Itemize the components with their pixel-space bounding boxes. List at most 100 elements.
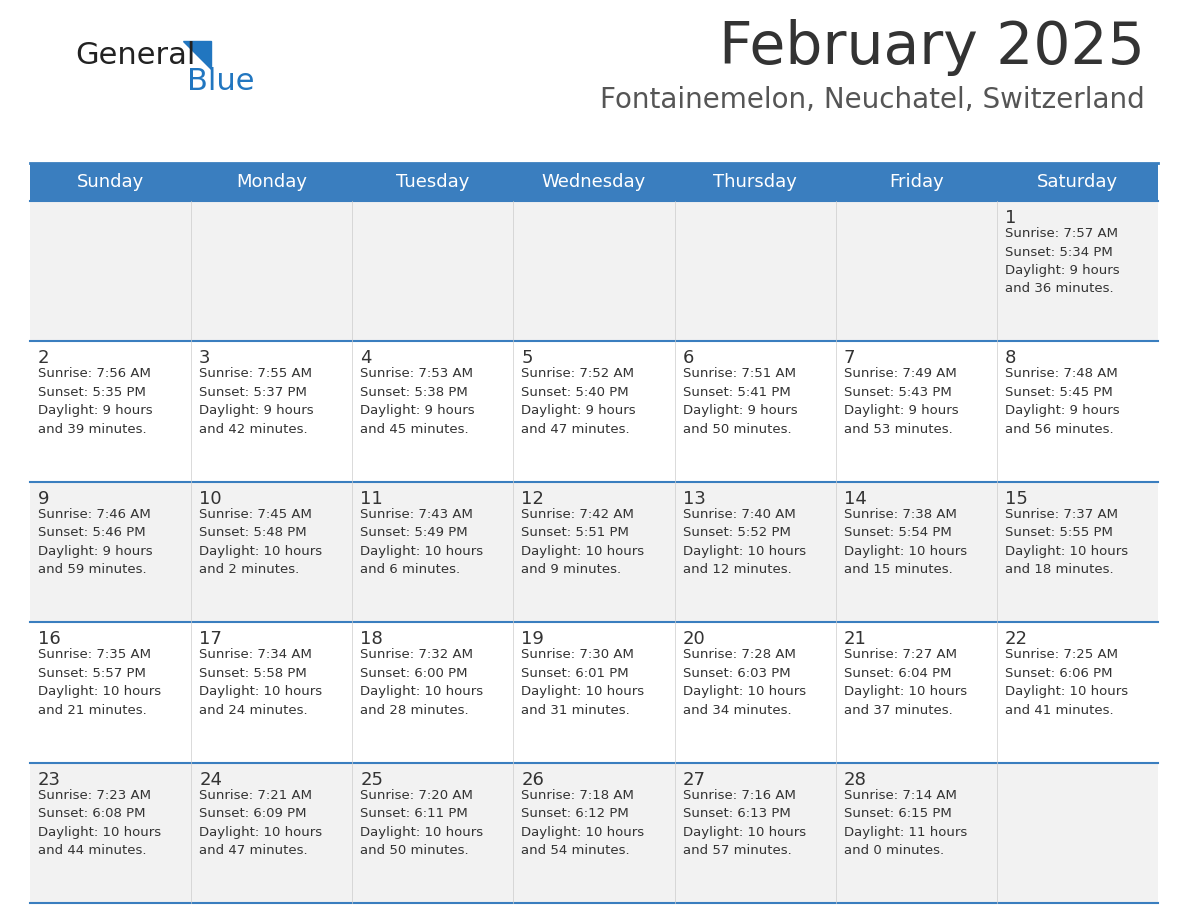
Text: 26: 26 [522,770,544,789]
Text: 8: 8 [1005,350,1016,367]
Text: Sunrise: 7:45 AM
Sunset: 5:48 PM
Daylight: 10 hours
and 2 minutes.: Sunrise: 7:45 AM Sunset: 5:48 PM Dayligh… [200,508,322,577]
Text: 23: 23 [38,770,61,789]
Text: Tuesday: Tuesday [396,173,469,191]
Text: 7: 7 [843,350,855,367]
Bar [513,163,675,201]
Text: General: General [75,40,195,70]
Text: 25: 25 [360,770,384,789]
Text: 28: 28 [843,770,866,789]
Bar [675,622,835,763]
Text: Sunrise: 7:28 AM
Sunset: 6:03 PM
Daylight: 10 hours
and 34 minutes.: Sunrise: 7:28 AM Sunset: 6:03 PM Dayligh… [683,648,805,717]
Bar [997,341,1158,482]
Bar [30,201,191,341]
Text: Sunrise: 7:52 AM
Sunset: 5:40 PM
Daylight: 9 hours
and 47 minutes.: Sunrise: 7:52 AM Sunset: 5:40 PM Dayligh… [522,367,636,436]
Bar [513,763,675,903]
Text: Sunrise: 7:56 AM
Sunset: 5:35 PM
Daylight: 9 hours
and 39 minutes.: Sunrise: 7:56 AM Sunset: 5:35 PM Dayligh… [38,367,152,436]
Text: Sunrise: 7:20 AM
Sunset: 6:11 PM
Daylight: 10 hours
and 50 minutes.: Sunrise: 7:20 AM Sunset: 6:11 PM Dayligh… [360,789,484,857]
Text: Thursday: Thursday [713,173,797,191]
Text: 6: 6 [683,350,694,367]
Text: 3: 3 [200,350,210,367]
Text: Sunrise: 7:27 AM
Sunset: 6:04 PM
Daylight: 10 hours
and 37 minutes.: Sunrise: 7:27 AM Sunset: 6:04 PM Dayligh… [843,648,967,717]
Text: Sunday: Sunday [77,173,144,191]
Bar [30,763,191,903]
Text: 17: 17 [200,630,222,648]
Text: Sunrise: 7:49 AM
Sunset: 5:43 PM
Daylight: 9 hours
and 53 minutes.: Sunrise: 7:49 AM Sunset: 5:43 PM Dayligh… [843,367,959,436]
Text: Sunrise: 7:38 AM
Sunset: 5:54 PM
Daylight: 10 hours
and 15 minutes.: Sunrise: 7:38 AM Sunset: 5:54 PM Dayligh… [843,508,967,577]
Text: Sunrise: 7:42 AM
Sunset: 5:51 PM
Daylight: 10 hours
and 9 minutes.: Sunrise: 7:42 AM Sunset: 5:51 PM Dayligh… [522,508,645,577]
Polygon shape [183,41,211,69]
Bar [191,482,353,622]
Bar [675,201,835,341]
Bar [191,201,353,341]
Bar [835,163,997,201]
Text: Saturday: Saturday [1037,173,1118,191]
Text: Sunrise: 7:35 AM
Sunset: 5:57 PM
Daylight: 10 hours
and 21 minutes.: Sunrise: 7:35 AM Sunset: 5:57 PM Dayligh… [38,648,162,717]
Bar [191,163,353,201]
Text: Sunrise: 7:37 AM
Sunset: 5:55 PM
Daylight: 10 hours
and 18 minutes.: Sunrise: 7:37 AM Sunset: 5:55 PM Dayligh… [1005,508,1127,577]
Text: Wednesday: Wednesday [542,173,646,191]
Text: Sunrise: 7:16 AM
Sunset: 6:13 PM
Daylight: 10 hours
and 57 minutes.: Sunrise: 7:16 AM Sunset: 6:13 PM Dayligh… [683,789,805,857]
Text: Sunrise: 7:40 AM
Sunset: 5:52 PM
Daylight: 10 hours
and 12 minutes.: Sunrise: 7:40 AM Sunset: 5:52 PM Dayligh… [683,508,805,577]
Text: Sunrise: 7:21 AM
Sunset: 6:09 PM
Daylight: 10 hours
and 47 minutes.: Sunrise: 7:21 AM Sunset: 6:09 PM Dayligh… [200,789,322,857]
Bar [835,622,997,763]
Text: 24: 24 [200,770,222,789]
Bar [513,201,675,341]
Text: 18: 18 [360,630,383,648]
Bar [997,201,1158,341]
Text: 12: 12 [522,490,544,508]
Text: Sunrise: 7:43 AM
Sunset: 5:49 PM
Daylight: 10 hours
and 6 minutes.: Sunrise: 7:43 AM Sunset: 5:49 PM Dayligh… [360,508,484,577]
Bar [997,482,1158,622]
Bar [675,482,835,622]
Text: 5: 5 [522,350,533,367]
Bar [191,341,353,482]
Text: February 2025: February 2025 [719,19,1145,76]
Text: Monday: Monday [236,173,308,191]
Text: Sunrise: 7:57 AM
Sunset: 5:34 PM
Daylight: 9 hours
and 36 minutes.: Sunrise: 7:57 AM Sunset: 5:34 PM Dayligh… [1005,227,1119,296]
Bar [353,482,513,622]
Text: Fontainemelon, Neuchatel, Switzerland: Fontainemelon, Neuchatel, Switzerland [600,86,1145,114]
Bar [353,763,513,903]
Text: Sunrise: 7:53 AM
Sunset: 5:38 PM
Daylight: 9 hours
and 45 minutes.: Sunrise: 7:53 AM Sunset: 5:38 PM Dayligh… [360,367,475,436]
Text: Sunrise: 7:48 AM
Sunset: 5:45 PM
Daylight: 9 hours
and 56 minutes.: Sunrise: 7:48 AM Sunset: 5:45 PM Dayligh… [1005,367,1119,436]
Bar [513,482,675,622]
Text: 10: 10 [200,490,222,508]
Bar [675,163,835,201]
Bar [353,622,513,763]
Bar [191,763,353,903]
Text: Sunrise: 7:14 AM
Sunset: 6:15 PM
Daylight: 11 hours
and 0 minutes.: Sunrise: 7:14 AM Sunset: 6:15 PM Dayligh… [843,789,967,857]
Bar [30,341,191,482]
Text: 14: 14 [843,490,866,508]
Bar [30,622,191,763]
Text: 2: 2 [38,350,50,367]
Text: 13: 13 [683,490,706,508]
Text: 15: 15 [1005,490,1028,508]
Bar [835,763,997,903]
Bar [675,763,835,903]
Text: Sunrise: 7:30 AM
Sunset: 6:01 PM
Daylight: 10 hours
and 31 minutes.: Sunrise: 7:30 AM Sunset: 6:01 PM Dayligh… [522,648,645,717]
Text: 4: 4 [360,350,372,367]
Text: 11: 11 [360,490,383,508]
Text: Sunrise: 7:23 AM
Sunset: 6:08 PM
Daylight: 10 hours
and 44 minutes.: Sunrise: 7:23 AM Sunset: 6:08 PM Dayligh… [38,789,162,857]
Text: 27: 27 [683,770,706,789]
Bar [675,341,835,482]
Bar [30,163,191,201]
Text: Sunrise: 7:25 AM
Sunset: 6:06 PM
Daylight: 10 hours
and 41 minutes.: Sunrise: 7:25 AM Sunset: 6:06 PM Dayligh… [1005,648,1127,717]
Text: 19: 19 [522,630,544,648]
Bar [997,622,1158,763]
Text: Sunrise: 7:46 AM
Sunset: 5:46 PM
Daylight: 9 hours
and 59 minutes.: Sunrise: 7:46 AM Sunset: 5:46 PM Dayligh… [38,508,152,577]
Bar [513,622,675,763]
Text: 1: 1 [1005,209,1016,227]
Text: Sunrise: 7:34 AM
Sunset: 5:58 PM
Daylight: 10 hours
and 24 minutes.: Sunrise: 7:34 AM Sunset: 5:58 PM Dayligh… [200,648,322,717]
Bar [835,201,997,341]
Text: 22: 22 [1005,630,1028,648]
Bar [835,482,997,622]
Bar [353,341,513,482]
Bar [997,763,1158,903]
Bar [191,622,353,763]
Bar [30,482,191,622]
Text: 9: 9 [38,490,50,508]
Bar [513,341,675,482]
Text: Blue: Blue [187,68,254,96]
Text: Sunrise: 7:51 AM
Sunset: 5:41 PM
Daylight: 9 hours
and 50 minutes.: Sunrise: 7:51 AM Sunset: 5:41 PM Dayligh… [683,367,797,436]
Text: Sunrise: 7:18 AM
Sunset: 6:12 PM
Daylight: 10 hours
and 54 minutes.: Sunrise: 7:18 AM Sunset: 6:12 PM Dayligh… [522,789,645,857]
